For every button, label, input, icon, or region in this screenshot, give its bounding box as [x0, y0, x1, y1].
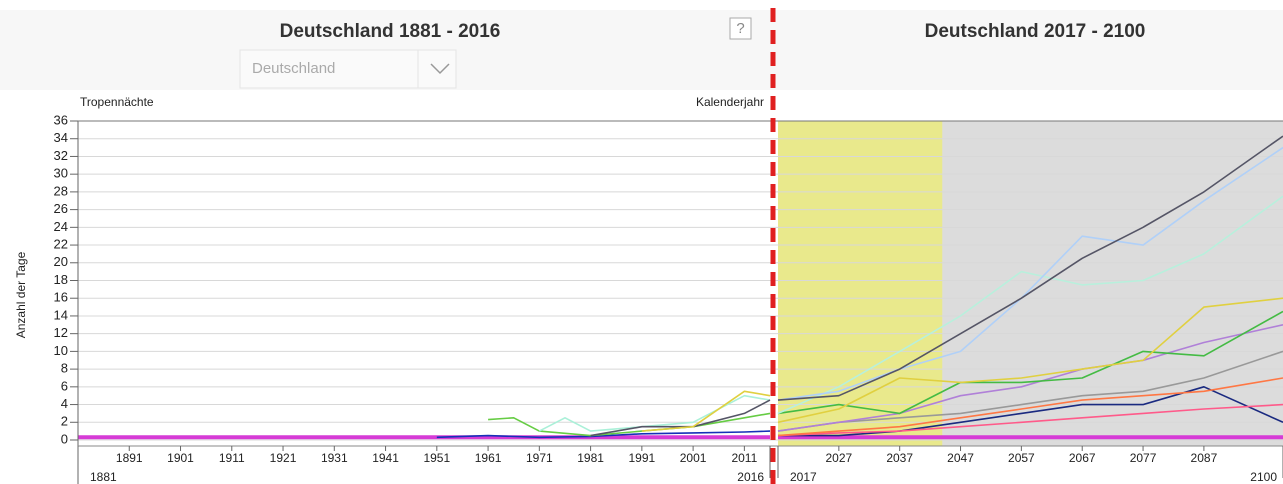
help-text[interactable]: ?	[736, 20, 744, 37]
x-tick-label: 1931	[321, 451, 348, 465]
y-tick-label: 6	[61, 378, 68, 393]
series-line	[436, 430, 771, 439]
x-tick-label: 2067	[1069, 451, 1096, 465]
left-title: Deutschland 1881 - 2016	[280, 21, 501, 42]
y-tick-label: 16	[54, 290, 68, 305]
series-line	[777, 324, 1283, 432]
region-select[interactable]: Deutschland	[239, 49, 457, 89]
y-tick-label: 32	[54, 148, 68, 163]
highlight-band	[778, 121, 943, 446]
y-axis-label: Anzahl der Tage	[14, 251, 28, 338]
x-tick-label: 1961	[475, 451, 502, 465]
x-tick-label: 2027	[825, 451, 852, 465]
x-tick-label: 2077	[1130, 451, 1157, 465]
x-tick-label: 2011	[731, 451, 757, 465]
right-title: Deutschland 2017 - 2100	[925, 21, 1146, 42]
x-tick-label: 1941	[372, 451, 399, 465]
y-tick-label: 30	[54, 166, 68, 181]
series-line	[777, 195, 1283, 415]
x-tick-label: 1991	[629, 451, 656, 465]
x-tick-label: 2037	[886, 451, 913, 465]
x-tick-label: 1951	[423, 451, 450, 465]
y-tick-label: 10	[54, 343, 68, 358]
y-tick-label: 36	[54, 112, 68, 127]
series-line	[777, 377, 1283, 437]
x-tick-label: 1981	[577, 451, 604, 465]
select-box[interactable]	[239, 49, 457, 89]
x-tick-label: 1971	[526, 451, 553, 465]
y-tick-label: 18	[54, 272, 68, 287]
y-tick-label: 12	[54, 325, 68, 340]
series-line	[777, 403, 1283, 437]
series-line	[777, 297, 1283, 424]
help-button[interactable]	[729, 17, 752, 40]
subtitle: Tropennächte	[80, 95, 154, 109]
x-tick-label: 2047	[947, 451, 974, 465]
x-end-label: 1881	[90, 470, 117, 484]
y-tick-label: 20	[54, 254, 68, 269]
y-tick-label: 34	[54, 130, 68, 145]
x-tick-label: 1901	[167, 451, 194, 465]
series-line	[777, 135, 1283, 401]
x-tick-label: 1921	[270, 451, 297, 465]
x-tick-label: 1911	[219, 451, 245, 465]
y-tick-label: 24	[54, 219, 68, 234]
x-end-label: 2017	[790, 470, 817, 484]
x-tick-label: 1891	[116, 451, 143, 465]
x-tick-label: 2087	[1191, 451, 1218, 465]
series-line	[488, 412, 771, 437]
y-tick-label: 8	[61, 361, 68, 376]
x-axis-label: Kalenderjahr	[696, 95, 764, 109]
y-tick-label: 14	[54, 307, 68, 322]
series-line	[641, 390, 771, 432]
y-tick-label: 4	[61, 396, 68, 411]
x-end-label: 2016	[737, 470, 764, 484]
y-tick-label: 22	[54, 236, 68, 251]
select-text[interactable]: Deutschland	[252, 60, 335, 77]
y-tick-label: 26	[54, 201, 68, 216]
y-tick-label: 28	[54, 183, 68, 198]
select-arrow[interactable]	[430, 63, 450, 75]
series-line	[777, 350, 1283, 432]
x-end-label: 2100	[1250, 470, 1277, 484]
x-tick-label: 2001	[680, 451, 707, 465]
y-tick-label: 0	[61, 431, 68, 446]
y-tick-label: 2	[61, 414, 68, 429]
series-line	[777, 310, 1283, 415]
x-tick-label: 2057	[1008, 451, 1035, 465]
header-band	[0, 10, 1283, 90]
